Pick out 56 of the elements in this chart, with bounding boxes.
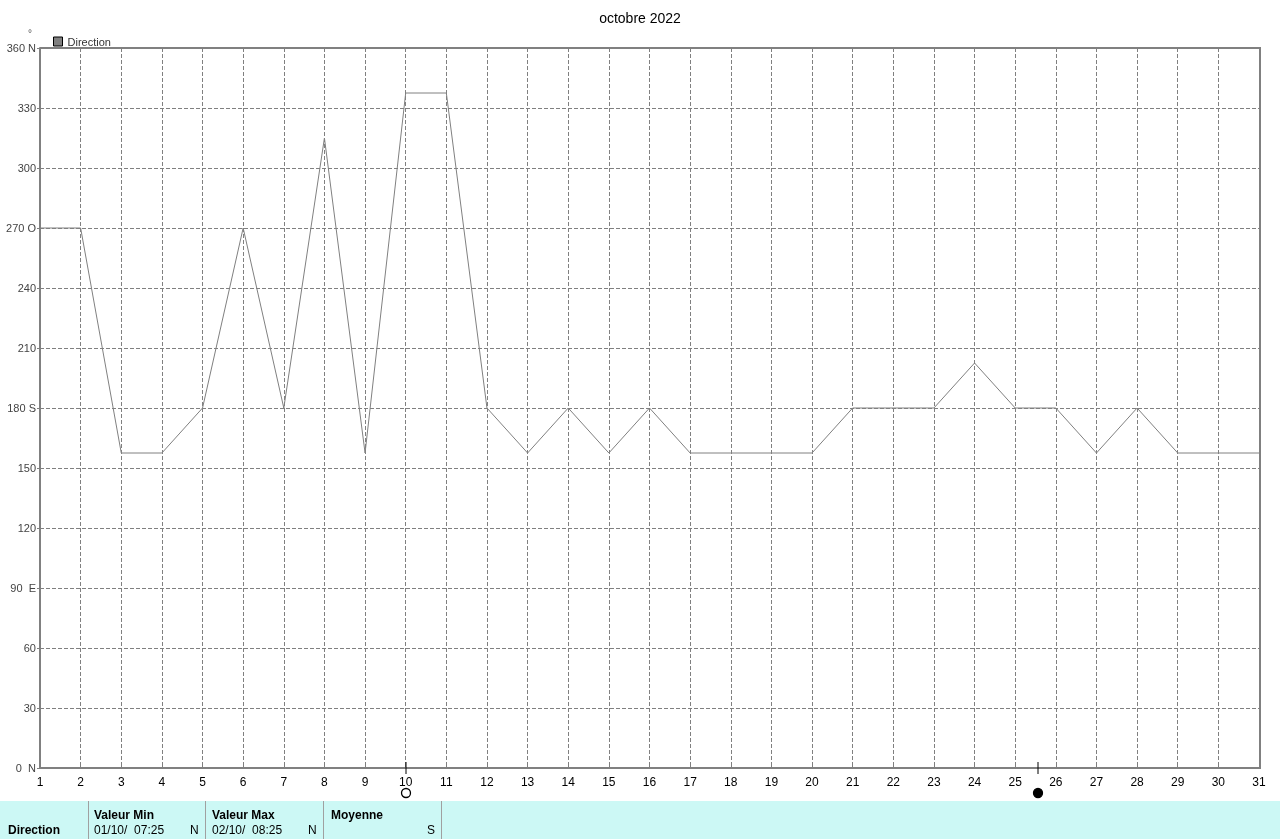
x-tick-label: 21	[845, 775, 860, 789]
x-tick-label: 28	[1130, 775, 1145, 789]
text: 01/10/ 07:25	[94, 823, 165, 837]
y-tick-label: 330	[17, 102, 36, 114]
x-tick-label: 22	[886, 775, 901, 789]
y-tick-label: 240	[17, 282, 36, 294]
y-tick-label: 120	[17, 522, 36, 534]
x-tick-label: 19	[764, 775, 779, 789]
text: N	[190, 823, 199, 837]
x-tick-label: 10	[399, 775, 413, 789]
x-tick-label: 5	[199, 775, 207, 789]
y-tick-label: 150	[17, 462, 36, 474]
x-tick-label: 17	[683, 775, 698, 789]
x-tick-label: 23	[927, 775, 941, 789]
x-tick-label: 15	[602, 775, 616, 789]
x-tick-label: 12	[480, 775, 494, 789]
y-tick-label: 180 S	[7, 402, 36, 414]
y-tick-label: 270 O	[6, 222, 37, 234]
x-tick-label: 30	[1211, 775, 1226, 789]
x-tick-label: 14	[561, 775, 576, 789]
text: S	[427, 823, 436, 837]
y-tick-label: 30	[23, 702, 36, 714]
x-tick-label: 24	[967, 775, 982, 789]
x-tick-label: 18	[724, 775, 738, 789]
x-tick-label: 26	[1049, 775, 1063, 789]
x-tick-label: 6	[239, 775, 247, 789]
x-tick-label: 25	[1008, 775, 1023, 789]
y-tick-label: 210	[17, 342, 36, 354]
y-tick-label: 300	[17, 162, 36, 174]
y-axis-title: °	[28, 27, 32, 39]
x-tick-label: 4	[158, 775, 166, 789]
x-tick-label: 8	[321, 775, 329, 789]
x-tick-label: 20	[805, 775, 820, 789]
x-tick-label: 16	[642, 775, 657, 789]
x-tick-label: 11	[440, 775, 453, 789]
y-tick-label: 360 N	[6, 42, 37, 54]
x-tick-label: 27	[1089, 775, 1104, 789]
y-tick-label: 0 N	[15, 762, 37, 774]
text: N	[308, 823, 317, 837]
text: Direction	[8, 823, 61, 837]
legend-label: Direction	[67, 35, 111, 48]
x-tick-label: 29	[1171, 775, 1185, 789]
x-tick-label: 1	[36, 775, 44, 789]
x-tick-label: 3	[117, 775, 125, 789]
text: Valeur Min	[94, 808, 155, 822]
chart-title: octobre 2022	[599, 10, 682, 26]
text: Valeur Max	[212, 808, 275, 822]
x-tick-label: 31	[1252, 775, 1266, 789]
text: Moyenne	[331, 808, 384, 822]
x-tick-label: 7	[280, 775, 288, 789]
x-tick-label: 9	[361, 775, 369, 789]
y-tick-label: 60	[23, 642, 36, 654]
text: 02/10/ 08:25	[212, 823, 283, 837]
x-tick-label: 13	[520, 775, 535, 789]
y-tick-label: 90 E	[10, 582, 36, 594]
x-tick-label: 2	[77, 775, 85, 789]
